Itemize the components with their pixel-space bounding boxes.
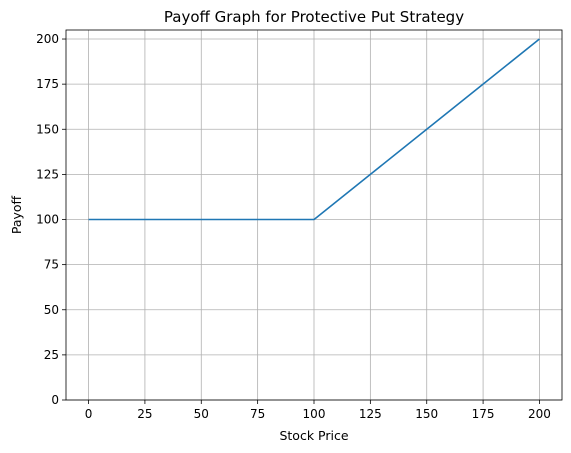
x-tick-label: 50 (194, 407, 209, 421)
x-tick-label: 175 (472, 407, 495, 421)
x-tick-label: 150 (415, 407, 438, 421)
y-tick-label: 200 (36, 32, 59, 46)
x-tick-label: 25 (137, 407, 152, 421)
y-tick-label: 50 (44, 303, 59, 317)
payoff-line (88, 38, 540, 221)
x-tick-label: 75 (250, 407, 265, 421)
x-tick-label: 125 (359, 407, 382, 421)
y-tick-label: 75 (44, 258, 59, 272)
y-tick-label: 125 (36, 167, 59, 181)
ticks-group: 0 25 50 75 100 125 150 175 200 0 25 50 75 100 125 150 17… (36, 32, 551, 421)
chart-title: Payoff Graph for Protective Put Strategy (164, 8, 464, 26)
x-tick-label: 200 (528, 407, 551, 421)
y-tick-label: 100 (36, 213, 59, 227)
y-tick-label: 175 (36, 77, 59, 91)
x-axis-label: Stock Price (279, 428, 348, 443)
x-tick-label: 0 (85, 407, 93, 421)
y-tick-label: 25 (44, 348, 59, 362)
x-tick-label: 100 (303, 407, 326, 421)
y-axis-label: Payoff (9, 195, 24, 234)
y-tick-label: 0 (51, 393, 59, 407)
y-tick-label: 150 (36, 122, 59, 136)
series-group (88, 38, 540, 221)
